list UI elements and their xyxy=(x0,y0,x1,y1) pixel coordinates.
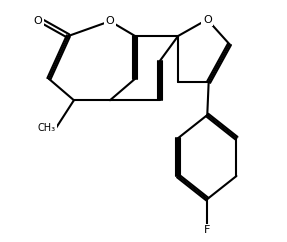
Text: F: F xyxy=(204,225,210,235)
Text: O: O xyxy=(33,16,42,26)
Text: O: O xyxy=(203,15,212,24)
Text: O: O xyxy=(106,16,115,26)
Text: CH₃: CH₃ xyxy=(38,123,56,133)
